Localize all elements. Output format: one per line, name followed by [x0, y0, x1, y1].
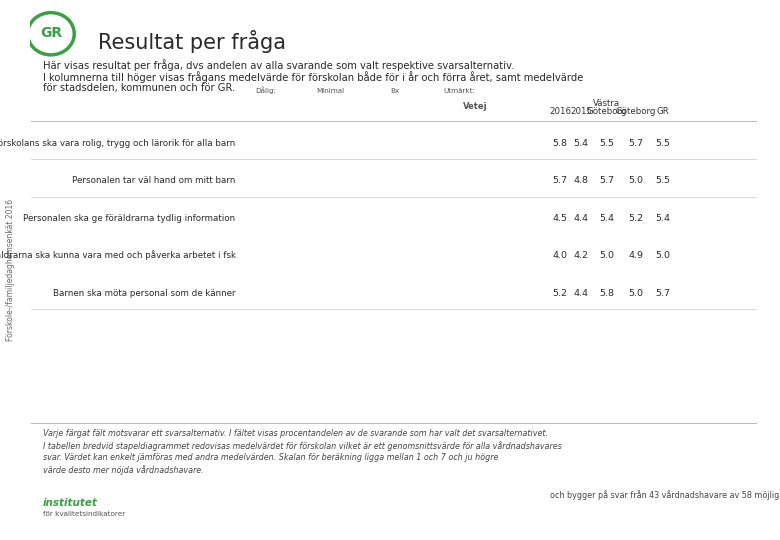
- Text: 2015: 2015: [570, 107, 592, 116]
- Text: 5%: 5%: [243, 214, 256, 223]
- Text: 5.8: 5.8: [552, 139, 568, 147]
- Text: GR: GR: [657, 107, 669, 116]
- Text: 12%: 12%: [314, 251, 334, 260]
- Text: 5%: 5%: [477, 251, 491, 260]
- Text: Förskolans ska vara rolig, trygg och lärorik för alla barn: Förskolans ska vara rolig, trygg och lär…: [0, 139, 236, 147]
- Text: Barnen ska möta personal som de känner: Barnen ska möta personal som de känner: [53, 289, 236, 298]
- Text: Här visas resultat per fråga, dvs andelen av alla svarande som valt respektive s: Här visas resultat per fråga, dvs andele…: [43, 59, 514, 71]
- Text: 5.5: 5.5: [599, 139, 615, 147]
- Text: 5.7: 5.7: [628, 139, 644, 147]
- Text: 5.5: 5.5: [655, 177, 671, 185]
- Text: 28%: 28%: [491, 139, 510, 147]
- Text: Förskole-/familjedaghemsenkät 2016: Förskole-/familjedaghemsenkät 2016: [5, 199, 15, 341]
- Text: 24%: 24%: [490, 491, 511, 500]
- Text: 5.8: 5.8: [599, 289, 615, 298]
- Text: Föräldrarna ska kunna vara med och påverka arbetet i fsk: Föräldrarna ska kunna vara med och påver…: [0, 251, 236, 260]
- Text: 16%: 16%: [576, 214, 595, 223]
- Text: 35%: 35%: [313, 177, 332, 185]
- Text: 23%: 23%: [418, 491, 440, 500]
- Text: 1: 1: [247, 103, 253, 111]
- Text: 19%: 19%: [420, 139, 438, 147]
- Text: 3: 3: [311, 103, 317, 111]
- Text: Varje färgat fält motsvarar ett svarsalternativ. I fältet visas procentandelen a: Varje färgat fält motsvarar ett svarsalt…: [43, 429, 548, 438]
- Text: svar. Värdet kan enkelt jämföras med andra medelvärden. Skalan för beräkning lig: svar. Värdet kan enkelt jämföras med and…: [43, 453, 498, 462]
- Text: 4.4: 4.4: [573, 214, 589, 223]
- Text: 19%: 19%: [276, 214, 296, 223]
- Text: 2016: 2016: [549, 107, 571, 116]
- Text: 4.8: 4.8: [573, 177, 589, 185]
- Text: 5.7: 5.7: [599, 177, 615, 185]
- Text: 37%: 37%: [327, 491, 349, 500]
- Text: Vetej: Vetej: [463, 103, 488, 111]
- Text: Resultat per fråga: Resultat per fråga: [98, 30, 285, 53]
- Text: 26%: 26%: [448, 214, 467, 223]
- Text: 10%: 10%: [497, 251, 516, 260]
- Text: 5%: 5%: [243, 139, 256, 147]
- Text: Västra: Västra: [594, 99, 620, 108]
- Text: 5.0: 5.0: [628, 289, 644, 298]
- Text: 9%: 9%: [249, 177, 262, 185]
- Text: 19%: 19%: [395, 177, 414, 185]
- Text: 4.9: 4.9: [628, 251, 644, 260]
- Text: 4.0: 4.0: [552, 251, 568, 260]
- Text: 47%: 47%: [319, 139, 338, 147]
- Text: värde desto mer nöjda vårdnadshavare.: värde desto mer nöjda vårdnadshavare.: [43, 465, 204, 475]
- Text: 5.4: 5.4: [573, 139, 589, 147]
- Text: för stadsdelen, kommunen och för GR.: för stadsdelen, kommunen och för GR.: [43, 83, 235, 93]
- Text: 34%: 34%: [357, 214, 376, 223]
- Text: Minimal: Minimal: [317, 88, 345, 94]
- Text: 5.5: 5.5: [655, 139, 671, 147]
- Text: Dålig:: Dålig:: [256, 86, 277, 94]
- Text: 5: 5: [376, 103, 381, 111]
- Text: 5.0: 5.0: [628, 177, 644, 185]
- Text: 4.2: 4.2: [573, 251, 589, 260]
- Text: 5.4: 5.4: [599, 214, 615, 223]
- Text: I kolumnerna till höger visas frågans medelvärde för förskolan både för i år och: I kolumnerna till höger visas frågans me…: [43, 71, 583, 83]
- Text: Göteborg: Göteborg: [587, 107, 627, 116]
- Text: 35%: 35%: [477, 177, 496, 185]
- Text: Göteborg: Göteborg: [615, 107, 656, 116]
- Text: 4: 4: [344, 103, 349, 111]
- Text: 5.7: 5.7: [655, 289, 671, 298]
- Text: 5.4: 5.4: [655, 214, 671, 223]
- Text: 6: 6: [408, 103, 414, 111]
- Text: Personalen tar väl hand om mitt barn: Personalen tar väl hand om mitt barn: [73, 177, 236, 185]
- Text: I tabellen bredvid stapeldiagrammet redovisas medelvärdet för förskolan vilket ä: I tabellen bredvid stapeldiagrammet redo…: [43, 441, 562, 451]
- Text: 5.7: 5.7: [552, 177, 568, 185]
- Text: 4.5: 4.5: [552, 214, 568, 223]
- Text: och bygger på svar från 43 vårdnadshavare av 58 möjliga, alltså 74.1%: och bygger på svar från 43 vårdnadshavar…: [550, 490, 780, 501]
- Text: 9%: 9%: [260, 491, 275, 500]
- Text: 5%: 5%: [523, 251, 536, 260]
- Text: 2: 2: [279, 103, 285, 111]
- Text: 5.0: 5.0: [599, 251, 615, 260]
- Text: 5.2: 5.2: [552, 289, 568, 298]
- Text: 19%: 19%: [268, 251, 286, 260]
- Text: för kvalitetsindikatorer: för kvalitetsindikatorer: [43, 511, 125, 517]
- Text: 7: 7: [440, 103, 446, 111]
- Text: 21%: 21%: [519, 214, 539, 223]
- Text: 5.0: 5.0: [655, 251, 671, 260]
- Text: institutet: institutet: [43, 497, 98, 508]
- Text: 4.4: 4.4: [573, 289, 589, 298]
- Text: Personalen ska ge föräldrarna tydlig information: Personalen ska ge föräldrarna tydlig inf…: [23, 214, 236, 223]
- Text: 44%: 44%: [399, 251, 419, 260]
- Text: Bx: Bx: [390, 88, 399, 94]
- Circle shape: [27, 12, 74, 55]
- Text: Utmärkt:: Utmärkt:: [443, 88, 475, 94]
- Text: 5.2: 5.2: [628, 214, 644, 223]
- Text: GR: GR: [40, 26, 62, 40]
